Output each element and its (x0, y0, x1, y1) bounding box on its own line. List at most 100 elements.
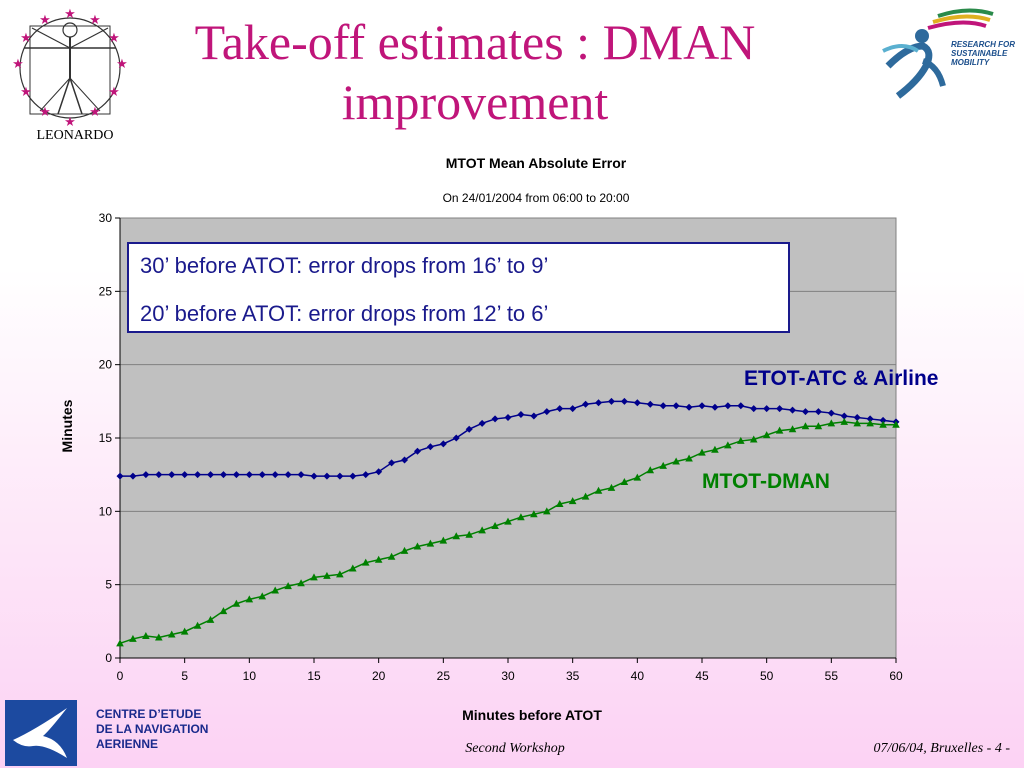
data-point (439, 440, 447, 448)
data-point (194, 471, 202, 479)
svg-text:★: ★ (39, 13, 51, 28)
data-point (517, 411, 525, 419)
data-point (517, 513, 525, 521)
svg-text:★: ★ (108, 85, 120, 100)
data-point (193, 621, 202, 629)
data-point (310, 472, 318, 480)
x-tick-label: 10 (243, 669, 257, 683)
data-point (362, 471, 370, 479)
data-point (711, 445, 719, 453)
x-axis-label: Minutes before ATOT (462, 707, 602, 723)
data-point (672, 457, 680, 465)
data-point (607, 397, 615, 405)
axis-ticks: 0 5 10 15 20 25 30 0 5 10 15 20 25 30 35 40 45 50 55 60 (99, 211, 903, 683)
x-tick-label: 50 (760, 669, 774, 683)
data-point (750, 405, 758, 413)
footer-org-line-3: AERIENNE (96, 737, 159, 751)
data-point (284, 582, 292, 590)
data-point (607, 483, 616, 491)
data-point (232, 471, 240, 479)
svg-text:★: ★ (64, 115, 76, 130)
data-point (478, 526, 486, 534)
data-point (426, 539, 435, 547)
data-point (206, 615, 215, 623)
data-point (853, 413, 861, 421)
data-point (219, 471, 227, 479)
footer-org-line-1: CENTRE D’ETUDE (96, 707, 202, 721)
chart-title: MTOT Mean Absolute Error (445, 155, 627, 171)
chart-subtitle: On 24/01/2004 from 06:00 to 20:00 (442, 191, 630, 205)
data-point (789, 406, 797, 414)
data-point (892, 420, 900, 428)
data-point (866, 419, 874, 427)
data-point (116, 472, 124, 480)
data-point (582, 400, 590, 408)
data-point (168, 471, 176, 479)
data-point (879, 416, 887, 424)
svg-text:★: ★ (39, 105, 51, 120)
slide-title: Take-off estimates : DMAN improvement (194, 14, 756, 130)
data-point (672, 402, 680, 410)
x-tick-label: 35 (566, 669, 580, 683)
y-tick-label: 15 (99, 431, 113, 445)
annotation-line-2: 20’ before ATOT: error drops from 12’ to… (140, 301, 549, 326)
data-point (698, 402, 706, 410)
data-point (336, 472, 344, 480)
data-point (724, 402, 732, 410)
data-point (413, 542, 422, 550)
data-point (724, 441, 732, 449)
data-point (504, 517, 512, 525)
svg-text:★: ★ (108, 31, 120, 46)
data-point (258, 471, 266, 479)
data-point (284, 471, 292, 479)
data-point (866, 415, 874, 423)
data-point (349, 472, 357, 480)
cena-logo (5, 700, 77, 766)
data-point (646, 400, 654, 408)
research-mobility-logo (878, 6, 1018, 106)
bird-icon (5, 700, 77, 766)
svg-text:★: ★ (12, 57, 24, 72)
data-point (569, 405, 577, 413)
data-point (297, 579, 305, 587)
data-point (853, 419, 861, 427)
data-point (685, 403, 693, 411)
annotation-line-1: 30’ before ATOT: error drops from 16’ to… (140, 253, 549, 278)
data-point (310, 573, 318, 581)
vitruvian-man-icon: ★ ★ ★ ★ ★ ★ ★ ★ ★ ★ ★ ★ (12, 7, 128, 130)
data-point (491, 415, 499, 423)
leonardo-logo: ★ ★ ★ ★ ★ ★ ★ ★ ★ ★ ★ ★ (10, 6, 138, 156)
data-point (685, 454, 693, 462)
data-point (543, 408, 551, 416)
x-tick-label: 40 (631, 669, 645, 683)
runner-icon (882, 8, 994, 99)
series-label-etot: ETOT-ATC & Airline (744, 367, 939, 390)
data-point (879, 420, 887, 428)
data-point (181, 471, 189, 479)
data-point (323, 472, 331, 480)
data-point (788, 425, 797, 433)
data-point (762, 431, 771, 439)
y-tick-label: 10 (99, 504, 113, 518)
data-point (452, 532, 461, 540)
svg-text:★: ★ (64, 7, 76, 22)
data-point (659, 461, 667, 469)
footer-org-line-2: DE LA NAVIGATION (96, 722, 209, 736)
data-point (633, 399, 641, 407)
data-point (219, 607, 228, 615)
data-point (504, 413, 512, 421)
data-point (465, 425, 473, 433)
x-tick-label: 30 (501, 669, 515, 683)
x-tick-label: 0 (117, 669, 124, 683)
svg-text:★: ★ (20, 85, 32, 100)
data-point (142, 471, 150, 479)
x-tick-label: 25 (437, 669, 451, 683)
data-point (155, 471, 163, 479)
data-point (555, 500, 564, 507)
y-tick-label: 5 (105, 578, 112, 592)
data-point (180, 627, 189, 635)
data-point (763, 405, 771, 413)
y-axis-label: Minutes (59, 399, 75, 452)
data-point (478, 419, 486, 427)
data-point (543, 507, 551, 515)
